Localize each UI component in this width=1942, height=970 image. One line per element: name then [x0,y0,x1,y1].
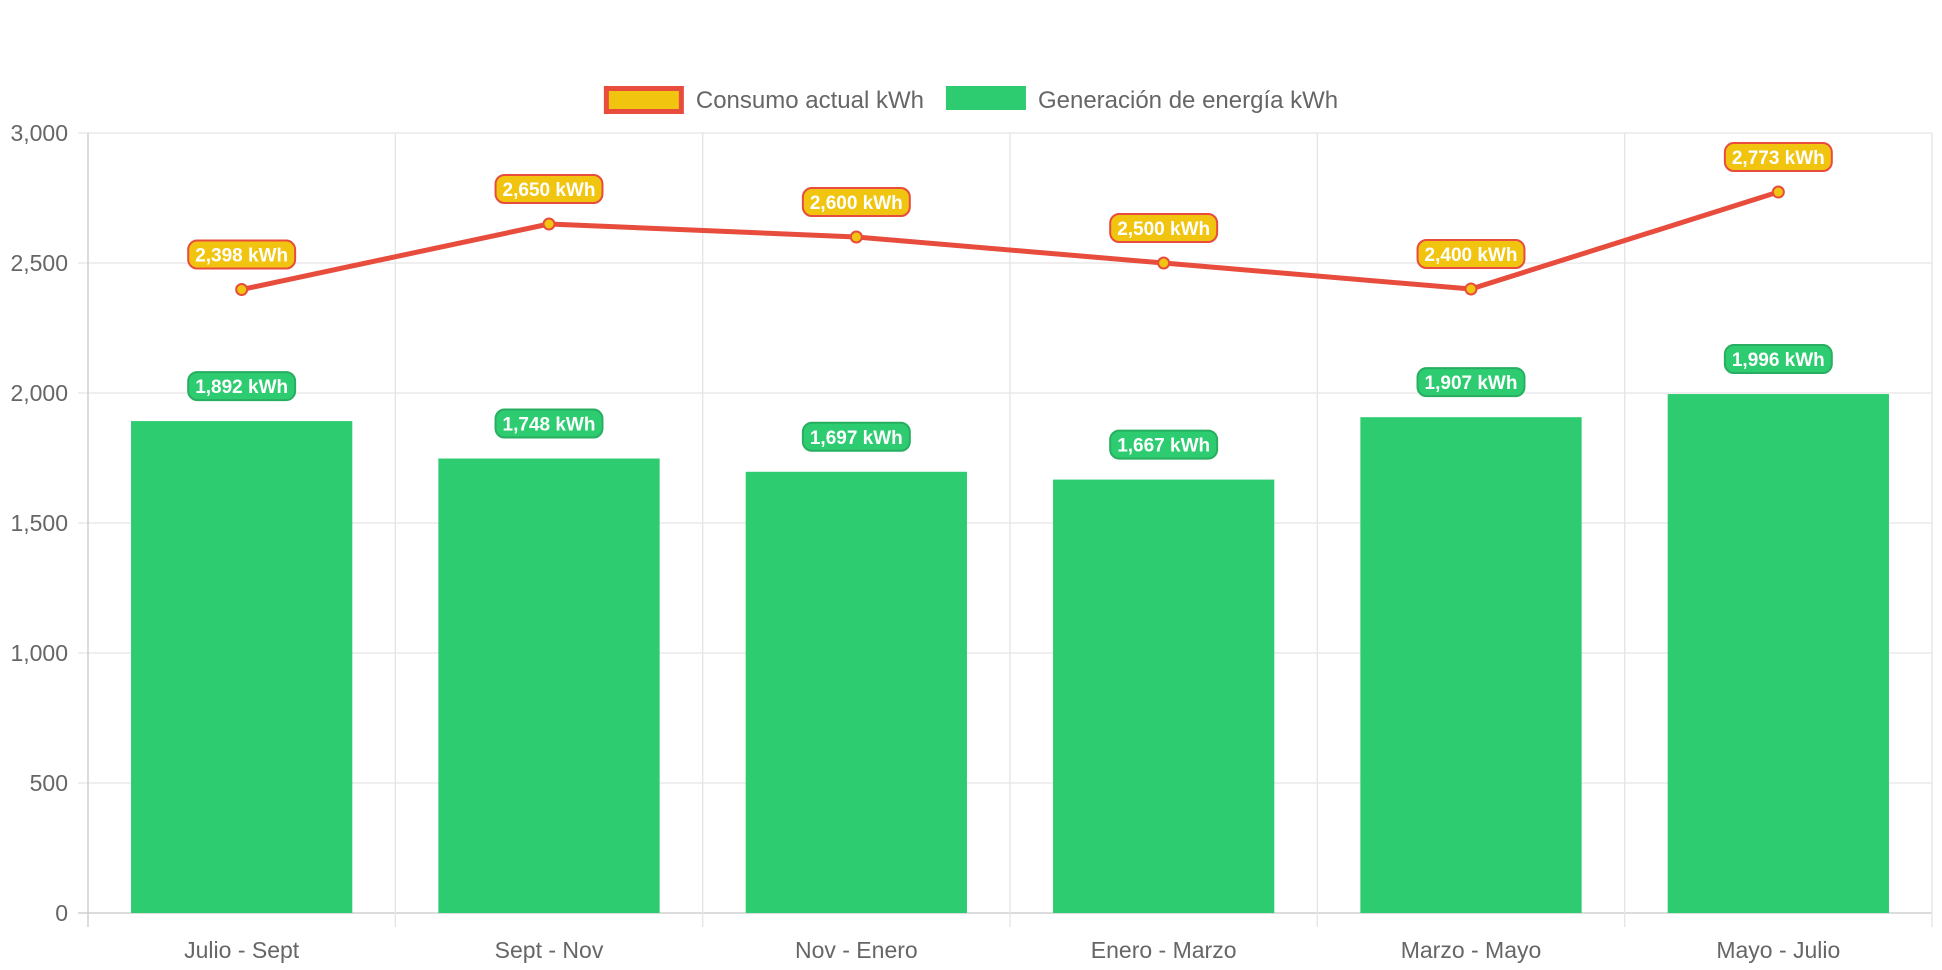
chart-grid [78,132,1933,927]
x-tick-label: Nov - Enero [795,937,918,963]
data-label-box [801,421,911,452]
y-tick-label: 2,500 [10,250,68,276]
bar[interactable] [1667,394,1889,913]
x-tick-label: Julio - Sept [184,937,300,963]
data-label-text: 2,773 kWh [1732,148,1825,169]
line-point[interactable] [1157,256,1171,270]
bar-data-label: 1,907 kWh [1416,367,1526,398]
line-data-label: 2,398 kWh [187,239,297,270]
chart-legend[interactable]: Consumo actual kWh Generación de energía … [603,86,1338,114]
data-label-box [1416,239,1526,269]
bar-data-label: 1,697 kWh [801,421,911,452]
bar-data-label: 1,748 kWh [494,408,604,439]
line-point[interactable] [235,283,249,297]
y-tick-label: 1,000 [10,640,68,666]
data-label-box [494,408,604,439]
data-label-box [494,174,604,204]
data-labels: 1,892 kWh 1,748 kWh 1,697 kWh 1,667 kWh 1,90… [187,142,1833,460]
x-tick-label: Mayo - Julio [1716,937,1840,963]
data-label-text: 1,892 kWh [195,377,288,398]
bar[interactable] [745,471,967,913]
data-label-box [187,371,297,402]
x-tick-label: Enero - Marzo [1091,937,1237,963]
legend-swatch [603,86,684,114]
legend-label: Consumo actual kWh [696,87,924,114]
legend-item-consumption[interactable]: Consumo actual kWh [603,86,924,114]
data-label-text: 2,600 kWh [810,193,903,214]
chart-axes: 0 500 1,000 1,500 2,000 2,500 3,000 Julio - Sep… [10,120,1840,963]
line-point[interactable] [849,230,863,244]
bar-data-label: 1,892 kWh [187,371,297,402]
bar[interactable] [131,421,353,913]
line-data-label: 2,600 kWh [801,187,911,217]
x-tick-label: Sept - Nov [495,937,604,963]
data-label-text: 2,398 kWh [195,246,288,267]
legend-swatch [945,86,1026,110]
line-data-label: 2,500 kWh [1109,213,1219,243]
legend-item-generation[interactable]: Generación de energía kWh [945,86,1338,114]
bar[interactable] [1053,479,1275,913]
data-label-box [1723,344,1833,375]
data-label-box [1109,429,1219,460]
legend-label: Generación de energía kWh [1038,87,1338,114]
line-data-label: 2,400 kWh [1416,239,1526,269]
consumption-line [241,189,1780,292]
data-label-box [1416,367,1526,398]
y-tick-label: 0 [55,900,68,926]
data-label-text: 1,697 kWh [810,428,903,449]
line-point[interactable] [1464,282,1478,296]
y-tick-label: 500 [30,770,68,796]
bar-data-label: 1,996 kWh [1723,344,1833,375]
line-point[interactable] [1771,185,1785,199]
line-point[interactable] [542,217,556,231]
line-data-label: 2,650 kWh [494,174,604,204]
data-label-text: 1,667 kWh [1117,436,1210,457]
data-label-text: 1,748 kWh [503,415,596,436]
data-label-text: 2,500 kWh [1117,219,1210,240]
bar-data-label: 1,667 kWh [1109,429,1219,460]
data-label-box [801,187,911,217]
y-tick-label: 3,000 [10,120,68,146]
bar[interactable] [438,458,660,913]
bar-series [131,394,1889,913]
data-label-text: 1,907 kWh [1425,373,1518,394]
y-tick-label: 2,000 [10,380,68,406]
x-tick-label: Marzo - Mayo [1401,937,1542,963]
data-label-text: 1,996 kWh [1732,350,1825,371]
data-label-text: 2,650 kWh [503,180,596,201]
data-label-box [1723,142,1833,173]
bar[interactable] [1360,417,1582,913]
data-label-box [187,239,297,270]
data-label-text: 2,400 kWh [1425,245,1518,266]
line-data-label: 2,773 kWh [1723,142,1833,173]
data-label-box [1109,213,1219,243]
line-series [235,185,1785,297]
y-tick-label: 1,500 [10,510,68,536]
